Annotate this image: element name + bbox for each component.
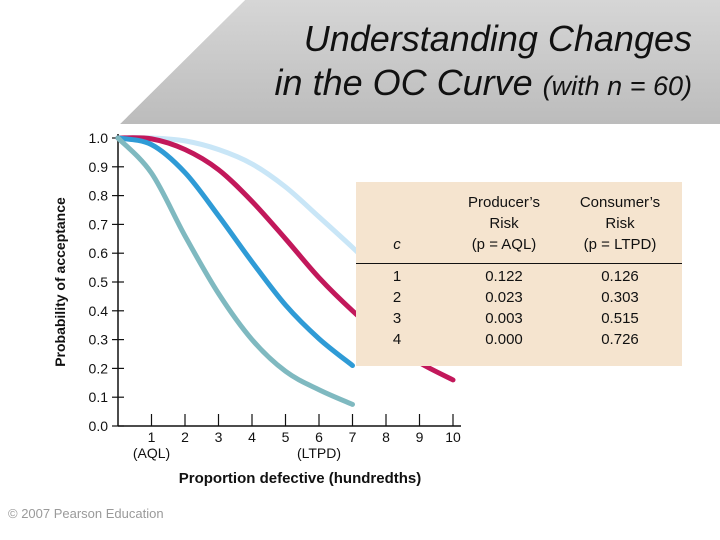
x-tick-label: 10 [445, 429, 461, 445]
table-cell: 1 [356, 266, 438, 287]
table-cell: 0.122 [444, 266, 564, 287]
x-tick-label: 3 [215, 429, 223, 445]
y-tick-label: 1.0 [89, 130, 109, 146]
table-cell: 0.000 [444, 329, 564, 350]
copyright-notice: © 2007 Pearson Education [8, 506, 164, 521]
y-tick-label: 0.2 [89, 360, 109, 376]
y-tick-label: 0.1 [89, 389, 109, 405]
table-cell: 0.023 [444, 287, 564, 308]
y-tick-label: 0.0 [89, 418, 109, 434]
table-cell: 0.003 [444, 308, 564, 329]
x-tick-label: 1 [148, 429, 156, 445]
table-header-0: c [356, 234, 438, 255]
x-tick-label: 8 [382, 429, 390, 445]
risk-table: c Producer’s Risk (p = AQL) Consumer’s Ris… [356, 182, 682, 366]
table-rule [356, 263, 682, 264]
y-tick-label: 0.4 [89, 303, 109, 319]
table-header-2: Consumer’s Risk (p = LTPD) [560, 192, 680, 255]
table-cell: 4 [356, 329, 438, 350]
y-tick-label: 0.9 [89, 159, 109, 175]
x-tick-label: 6 [315, 429, 323, 445]
table-cell: 0.126 [560, 266, 680, 287]
x-tick-label: 9 [416, 429, 424, 445]
table-header-1: Producer’s Risk (p = AQL) [444, 192, 564, 255]
x-sublabel: (AQL) [133, 445, 170, 461]
y-tick-label: 0.8 [89, 188, 109, 204]
table-cell: 2 [356, 287, 438, 308]
x-tick-label: 4 [248, 429, 256, 445]
table-cell: 3 [356, 308, 438, 329]
y-tick-label: 0.3 [89, 332, 109, 348]
x-tick-label: 7 [349, 429, 357, 445]
table-cell: 0.726 [560, 329, 680, 350]
y-tick-label: 0.7 [89, 216, 109, 232]
x-axis-label: Proportion defective (hundredths) [179, 470, 422, 487]
oc-curve-c1 [118, 138, 353, 404]
x-sublabel: (LTPD) [297, 445, 341, 461]
table-cell: 0.303 [560, 287, 680, 308]
x-tick-label: 5 [282, 429, 290, 445]
y-tick-label: 0.6 [89, 245, 109, 261]
y-tick-label: 0.5 [89, 274, 109, 290]
table-cell: 0.515 [560, 308, 680, 329]
x-tick-label: 2 [181, 429, 189, 445]
